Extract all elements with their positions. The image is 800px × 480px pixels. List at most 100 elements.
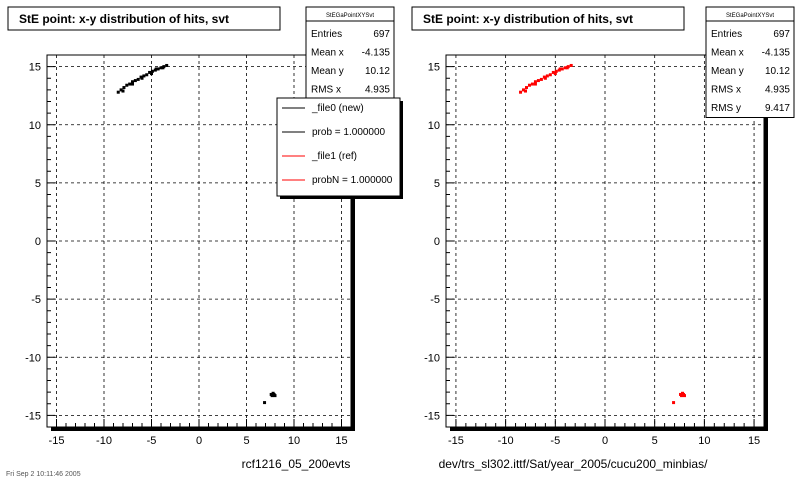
data-point xyxy=(569,63,573,67)
data-point xyxy=(122,86,126,90)
data-point xyxy=(136,77,140,81)
x-tick-label: 10 xyxy=(698,435,710,447)
stats-label: RMS x xyxy=(711,85,741,96)
data-point xyxy=(543,76,547,80)
data-point xyxy=(148,70,152,74)
y-tick-label: 0 xyxy=(35,236,41,248)
data-point xyxy=(133,79,137,83)
data-point xyxy=(156,67,160,71)
stats-value: 10.12 xyxy=(765,66,790,77)
legend-label: _file1 (ref) xyxy=(311,151,357,162)
title-box xyxy=(411,6,685,31)
stats-value: 697 xyxy=(373,29,390,40)
x-tick-label: -15 xyxy=(448,435,464,447)
x-tick-label: -5 xyxy=(147,435,157,447)
data-point xyxy=(536,79,540,83)
data-point xyxy=(159,66,163,70)
y-tick-label: 0 xyxy=(434,236,440,248)
legend-label: prob = 1.000000 xyxy=(312,127,386,138)
data-point xyxy=(524,89,527,93)
data-point xyxy=(125,83,129,87)
data-point xyxy=(121,89,125,93)
stats-label: RMS x xyxy=(311,85,341,96)
stats-label: Mean y xyxy=(311,66,344,77)
data-point xyxy=(145,73,149,77)
data-point xyxy=(161,66,165,70)
y-tick-label: 5 xyxy=(434,178,440,190)
legend-label: _file0 (new) xyxy=(311,103,364,114)
data-point xyxy=(522,88,526,92)
panel-new: -15 -10 -5 0 5 10 15 -15 -10 -5 0 5 10 15 StE point: x… xyxy=(6,6,403,478)
data-point xyxy=(558,67,562,71)
y-tick-label: 15 xyxy=(29,62,41,74)
y-tick-label: -15 xyxy=(424,410,440,422)
x-tick-label: -10 xyxy=(96,435,112,447)
stats-value: 697 xyxy=(773,29,790,40)
stats-box xyxy=(305,6,395,100)
data-point xyxy=(131,80,134,84)
stats-name: StEGaPointXYSvt xyxy=(726,13,774,19)
data-point xyxy=(519,90,523,94)
chart-title: StE point: x-y distribution of hits, svt xyxy=(423,12,633,26)
stats-label: Entries xyxy=(711,29,742,40)
x-tick-label: 5 xyxy=(652,435,658,447)
data-point xyxy=(527,83,531,87)
x-tick-label: 0 xyxy=(196,435,202,447)
data-point xyxy=(154,67,158,71)
data-point xyxy=(140,76,144,80)
stats-label: Mean x xyxy=(311,48,344,59)
data-point xyxy=(563,66,567,70)
timestamp-label: Fri Sep 2 10:11:46 2005 xyxy=(6,471,81,478)
data-point xyxy=(533,80,537,84)
stats-label: RMS y xyxy=(711,103,741,114)
x-tick-label: -10 xyxy=(498,435,514,447)
stats-name: StEGaPointXYSvt xyxy=(326,13,374,19)
stats-value: 10.12 xyxy=(365,66,390,77)
x-tick-label: -5 xyxy=(550,435,560,447)
y-tick-label: 5 xyxy=(35,178,41,190)
data-point xyxy=(128,82,132,86)
data-point xyxy=(530,82,534,86)
data-point xyxy=(165,63,169,67)
data-point xyxy=(150,72,153,76)
chart-title: StE point: x-y distribution of hits, svt xyxy=(19,12,229,26)
stats-label: Mean y xyxy=(711,66,744,77)
y-tick-label: 15 xyxy=(428,62,440,74)
data-point xyxy=(142,74,146,78)
data-point xyxy=(682,392,686,396)
data-point xyxy=(672,401,676,405)
stats-label: Entries xyxy=(311,29,342,40)
x-tick-label: 15 xyxy=(335,435,347,447)
stats-value: 4.935 xyxy=(365,85,390,96)
x-tick-label: -15 xyxy=(49,435,65,447)
y-tick-label: -5 xyxy=(430,294,440,306)
data-point xyxy=(565,66,569,70)
data-point xyxy=(560,67,564,71)
footer-label: dev/trs_sl302.ittf/Sat/year_2005/cucu200… xyxy=(439,457,708,471)
data-point xyxy=(272,392,276,396)
stats-value: 9.417 xyxy=(765,103,790,114)
y-tick-label: -5 xyxy=(31,294,41,306)
x-tick-label: 5 xyxy=(243,435,249,447)
data-point xyxy=(270,394,274,398)
data-point xyxy=(551,70,555,74)
stats-value: -4.135 xyxy=(362,48,391,59)
data-point xyxy=(680,394,684,398)
footer-label: rcf1216_05_200evts xyxy=(242,457,351,471)
stats-value: -4.135 xyxy=(762,48,791,59)
data-point xyxy=(116,90,120,94)
title-box xyxy=(7,6,281,31)
x-tick-label: 15 xyxy=(748,435,760,447)
y-tick-label: 10 xyxy=(29,120,41,132)
data-point xyxy=(131,82,134,86)
stats-box xyxy=(705,6,795,118)
y-tick-label: 10 xyxy=(428,120,440,132)
data-point xyxy=(545,74,549,78)
data-point xyxy=(119,88,123,92)
data-point xyxy=(554,69,558,73)
y-tick-label: -10 xyxy=(25,352,41,364)
y-tick-label: -10 xyxy=(424,352,440,364)
data-point xyxy=(524,86,528,90)
data-point xyxy=(263,401,267,405)
